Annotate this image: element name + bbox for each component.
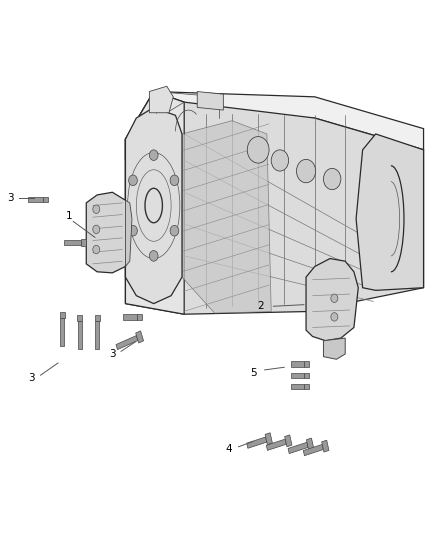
Polygon shape <box>265 433 272 445</box>
Text: 1: 1 <box>66 211 72 221</box>
Polygon shape <box>81 239 86 246</box>
Polygon shape <box>356 134 424 290</box>
Polygon shape <box>95 321 99 349</box>
Polygon shape <box>304 384 309 389</box>
Circle shape <box>170 225 179 236</box>
Circle shape <box>129 175 138 185</box>
Polygon shape <box>306 259 358 341</box>
Circle shape <box>93 225 100 233</box>
Polygon shape <box>137 314 142 319</box>
Polygon shape <box>60 318 64 346</box>
Circle shape <box>331 294 338 303</box>
Text: 2: 2 <box>257 301 264 311</box>
Polygon shape <box>291 373 304 378</box>
Polygon shape <box>28 197 43 202</box>
Circle shape <box>331 313 338 321</box>
Polygon shape <box>291 361 304 367</box>
Polygon shape <box>307 438 314 450</box>
Polygon shape <box>291 384 304 389</box>
Text: 3: 3 <box>7 192 14 203</box>
Polygon shape <box>95 315 100 321</box>
Polygon shape <box>125 92 424 160</box>
Polygon shape <box>60 312 65 318</box>
Circle shape <box>170 175 179 185</box>
Polygon shape <box>321 440 329 452</box>
Polygon shape <box>323 338 345 359</box>
Polygon shape <box>43 197 48 202</box>
Polygon shape <box>182 120 271 313</box>
Text: 3: 3 <box>28 373 35 383</box>
Circle shape <box>323 168 341 190</box>
Polygon shape <box>77 315 82 321</box>
Polygon shape <box>64 240 81 245</box>
Circle shape <box>93 245 100 254</box>
Polygon shape <box>86 192 130 273</box>
Text: 4: 4 <box>225 445 232 455</box>
Circle shape <box>247 136 269 163</box>
Polygon shape <box>266 439 286 450</box>
Polygon shape <box>78 321 82 349</box>
Circle shape <box>149 251 158 261</box>
Polygon shape <box>149 86 173 113</box>
Circle shape <box>93 205 100 214</box>
Circle shape <box>297 159 316 183</box>
Polygon shape <box>288 442 308 454</box>
Circle shape <box>149 150 158 160</box>
Polygon shape <box>304 373 309 378</box>
Polygon shape <box>125 92 424 314</box>
Polygon shape <box>136 331 144 343</box>
Circle shape <box>271 150 289 171</box>
Polygon shape <box>125 200 132 266</box>
Polygon shape <box>303 445 323 456</box>
Polygon shape <box>304 361 309 367</box>
Polygon shape <box>123 314 137 319</box>
Text: 3: 3 <box>109 349 116 359</box>
Polygon shape <box>197 92 223 110</box>
Circle shape <box>129 225 138 236</box>
Text: 5: 5 <box>251 368 257 377</box>
Polygon shape <box>247 437 267 448</box>
Polygon shape <box>285 435 292 447</box>
Polygon shape <box>125 92 184 314</box>
Polygon shape <box>116 336 138 350</box>
Polygon shape <box>125 108 182 304</box>
